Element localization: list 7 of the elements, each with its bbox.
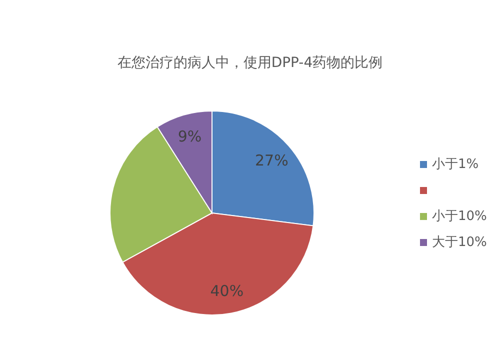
legend-label: 大于10%	[432, 234, 487, 251]
legend-label: 小于1%	[432, 156, 479, 173]
legend-label: 小于10%	[432, 208, 487, 225]
data-label: 9%	[178, 128, 202, 146]
data-label: 27%	[255, 151, 288, 170]
data-label: 40%	[210, 282, 244, 300]
chart-title: 在您治疗的病人中，使用DPP-4药物的比例	[116, 54, 384, 72]
